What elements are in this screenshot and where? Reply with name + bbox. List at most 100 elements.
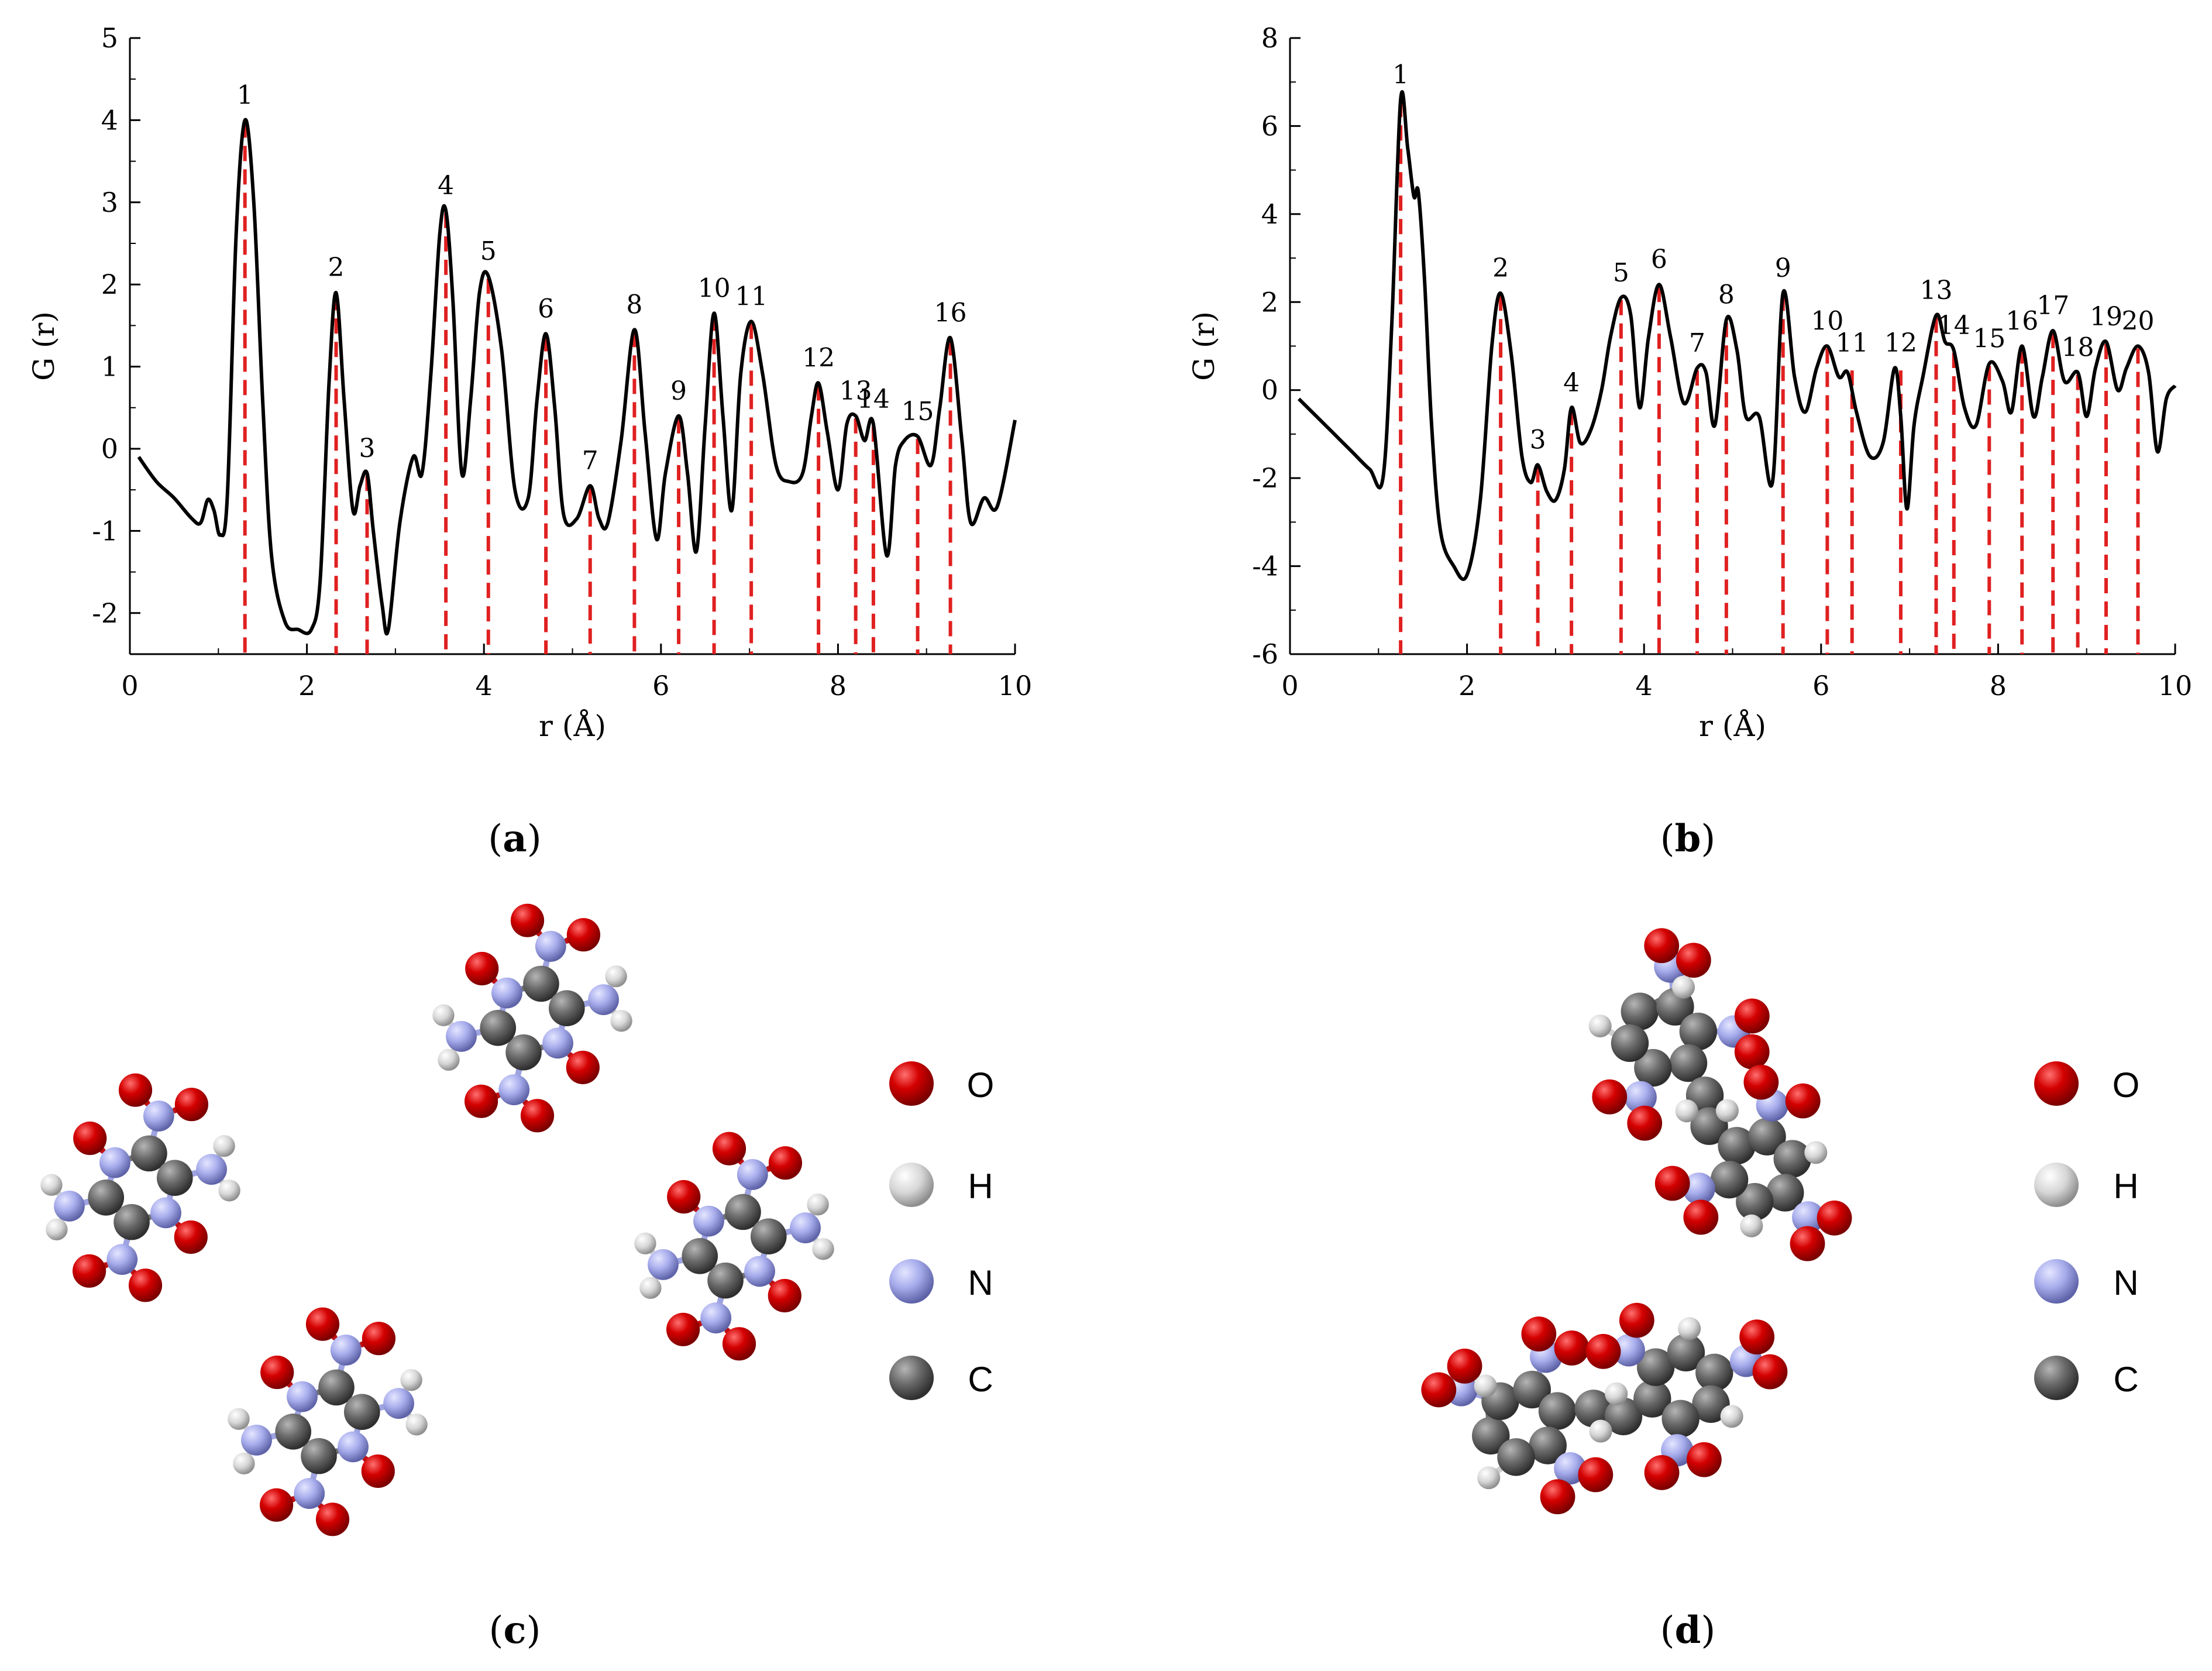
atom [118, 1073, 153, 1107]
chart-b-x-axis-label: r (Å) [1699, 709, 1766, 743]
atom [228, 1408, 250, 1430]
svg-text:(d): (d) [1660, 1608, 1716, 1652]
atom [1521, 1316, 1557, 1352]
atom [744, 1256, 775, 1287]
chart-b-peak-label-16: 16 [2005, 307, 2038, 336]
atom [1661, 1400, 1700, 1438]
atom [1654, 1165, 1690, 1201]
atom [1695, 1353, 1733, 1392]
atom [362, 1322, 396, 1356]
atom [1474, 1374, 1497, 1398]
atom [1667, 1333, 1705, 1371]
chart-a-y-tick-label: -1 [92, 515, 118, 546]
atom [510, 903, 545, 937]
atom [1669, 1044, 1708, 1082]
atom [1589, 1419, 1612, 1443]
atom [174, 1088, 209, 1122]
chart-a-peak-label-1: 1 [237, 80, 253, 110]
legend-c-nitrogen: N [889, 1259, 993, 1304]
atom [1447, 1348, 1482, 1384]
atom [1574, 1390, 1612, 1428]
atom [790, 1212, 821, 1243]
atom [768, 1278, 801, 1313]
chart-b-y-tick-label: -4 [1252, 551, 1278, 582]
chart-a-peak-label-6: 6 [538, 294, 554, 324]
atom [405, 1414, 428, 1436]
atom [1588, 1014, 1612, 1038]
chart-b-peak-label-14: 14 [1938, 311, 1970, 341]
chart-b-peak-label-18: 18 [2062, 333, 2094, 363]
atom [812, 1238, 834, 1260]
molecule-c-1 [40, 1073, 240, 1302]
chart-b-x-tick-label: 0 [1281, 670, 1298, 702]
chart-b-peak-label-7: 7 [1689, 328, 1705, 358]
chart-a-y-tick-label: 2 [101, 269, 118, 300]
chart-b-peak-label-20: 20 [2121, 307, 2154, 336]
atom [1497, 1438, 1535, 1476]
atom [432, 1004, 455, 1026]
legend-c-carbon: C [889, 1356, 993, 1400]
atom [1710, 1160, 1749, 1199]
atom [588, 984, 619, 1015]
chart-a-peak-label-2: 2 [328, 253, 345, 283]
atom [1692, 1385, 1730, 1423]
chart-b-peak-label-1: 1 [1392, 60, 1409, 90]
atom [1605, 1382, 1628, 1405]
atom [73, 1121, 107, 1156]
chart-b-peak-label-11: 11 [1836, 328, 1869, 358]
atom [275, 1413, 312, 1450]
atom [1740, 1214, 1763, 1237]
chart-a-x-tick-label: 8 [830, 670, 847, 702]
legend-c-oxygen-label: O [967, 1065, 995, 1105]
atom [1773, 1140, 1811, 1178]
atom [1592, 1079, 1628, 1115]
atom [610, 1010, 632, 1032]
atom [542, 1027, 573, 1059]
atom [438, 1048, 460, 1071]
atom [768, 1146, 803, 1180]
chart-b-y-tick-label: 4 [1261, 198, 1278, 230]
chart-a-x-tick-label: 10 [998, 670, 1033, 702]
atom [666, 1312, 700, 1346]
chart-a-peak-label-15: 15 [902, 397, 934, 427]
chart-b-y-tick-label: 6 [1261, 110, 1278, 142]
atom [338, 1431, 369, 1463]
chart-b-y-tick-label: -2 [1252, 462, 1278, 494]
atom [707, 1262, 744, 1299]
atom [648, 1249, 679, 1280]
chart-b-x-tick-label: 4 [1636, 670, 1653, 702]
atom [1678, 1317, 1701, 1340]
chart-b-y-tick-label: 8 [1261, 22, 1278, 54]
atom [1718, 1127, 1756, 1165]
atom [1644, 928, 1680, 964]
atom [1671, 975, 1695, 999]
legend-d-nitrogen: N [2034, 1259, 2139, 1304]
atom [807, 1193, 829, 1216]
atom [260, 1355, 294, 1390]
atom [1619, 1302, 1654, 1338]
panel-label-d-letter: d [1675, 1608, 1701, 1652]
chart-a-x-tick-label: 6 [652, 670, 669, 702]
atom [46, 1218, 68, 1241]
panel-label-a-letter: a [503, 817, 527, 861]
atom [737, 1159, 768, 1190]
atom [1766, 1174, 1804, 1212]
atom [196, 1154, 227, 1185]
atom [520, 1099, 555, 1133]
legend-c-nitrogen-label: N [968, 1263, 993, 1302]
atom [131, 1135, 167, 1172]
molecule-d-1 [1588, 928, 1852, 1261]
atom [287, 1381, 318, 1412]
atom [143, 1101, 174, 1132]
chart-b-peak-label-19: 19 [2090, 302, 2122, 332]
atom [1624, 1081, 1657, 1113]
chart-a-series-line [137, 118, 1017, 636]
atom [1686, 1442, 1722, 1477]
atom [361, 1454, 395, 1488]
chart-b-y-tick-label: -6 [1252, 638, 1278, 670]
legend-d-carbon: C [2034, 1356, 2139, 1400]
chart-a-x-tick-label: 0 [121, 670, 138, 702]
chart-b-y-axis-label: G (r) [1187, 311, 1221, 381]
